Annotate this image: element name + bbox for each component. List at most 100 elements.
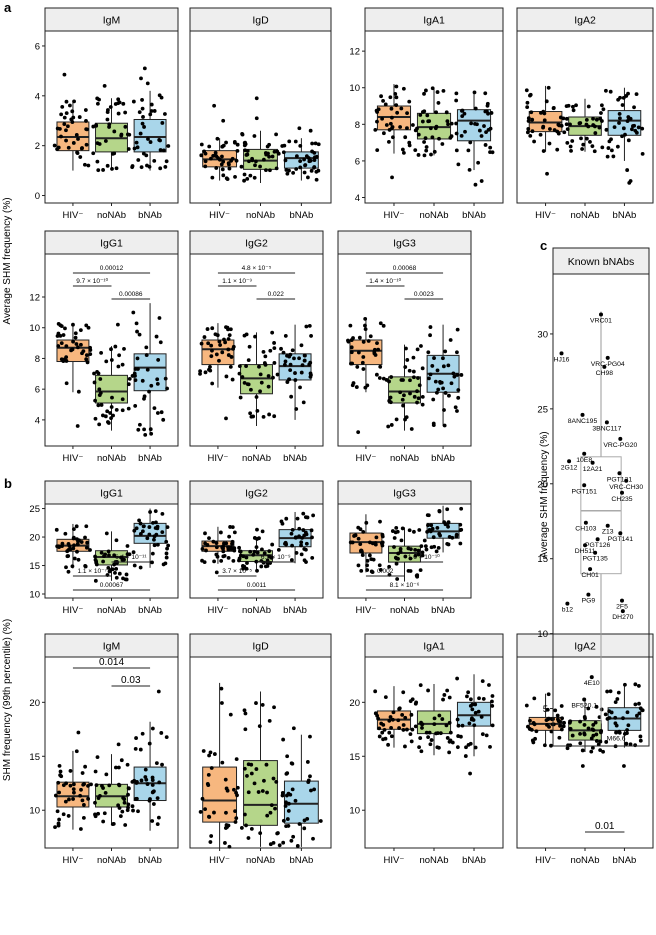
data-point (394, 103, 399, 108)
box-1 (93, 531, 132, 583)
data-point (117, 783, 122, 788)
data-point (289, 394, 294, 399)
data-point (226, 555, 231, 560)
data-point (626, 723, 631, 728)
data-point (407, 368, 412, 373)
significance-bracket: 4.8 × 10⁻⁵ (217, 265, 296, 274)
data-point (526, 116, 531, 120)
data-point (470, 707, 475, 712)
box-1 (384, 344, 425, 431)
data-point (131, 808, 135, 813)
bnab-dot (605, 523, 610, 528)
data-point (74, 342, 79, 346)
data-point (113, 344, 118, 349)
outlier-point (356, 430, 361, 435)
x-tick-label: HIV⁻ (384, 210, 405, 221)
data-point (312, 151, 317, 155)
panel-title: Known bNAbs (568, 256, 635, 268)
box-2 (422, 505, 464, 554)
data-point (407, 99, 412, 104)
data-point (55, 334, 60, 338)
data-point (432, 356, 436, 360)
data-point (402, 393, 406, 398)
data-point (284, 800, 288, 805)
data-point (96, 811, 101, 816)
data-point (106, 566, 111, 570)
data-point (429, 545, 434, 550)
y-tick-label: 15 (349, 752, 360, 763)
significance-bracket: 0.00068 (365, 265, 444, 274)
data-point (99, 550, 104, 555)
data-point (300, 363, 305, 368)
bnab-dot (582, 451, 587, 456)
data-point (442, 693, 447, 697)
data-point (381, 131, 386, 136)
x-tick-label: noNAb (242, 605, 271, 616)
p-value-label: 1.1 × 10⁻⁹ (222, 278, 252, 285)
data-point (164, 735, 169, 740)
data-point (238, 553, 243, 558)
data-point (637, 711, 642, 716)
data-point (389, 726, 394, 730)
data-point (133, 378, 138, 383)
data-point (78, 155, 83, 159)
bnab-label: HJ16 (554, 356, 570, 363)
data-point (532, 139, 536, 144)
data-point (428, 372, 433, 377)
data-point (261, 157, 266, 162)
data-point (525, 100, 530, 105)
data-point (394, 417, 399, 422)
data-point (57, 763, 62, 768)
data-point (372, 350, 377, 354)
data-point (386, 742, 390, 747)
data-point (599, 730, 603, 735)
data-point (86, 325, 91, 330)
data-point (584, 117, 589, 122)
bnab-label: CH103 (575, 526, 596, 533)
data-point (154, 334, 159, 339)
data-point (57, 817, 62, 822)
bnab-label: DH511 (575, 548, 596, 555)
data-point (488, 744, 492, 749)
data-point (361, 340, 366, 344)
data-point (141, 524, 146, 529)
p-value-label: 9.7 × 10⁻¹⁰ (76, 277, 108, 285)
data-point (446, 122, 450, 127)
data-point (248, 173, 253, 178)
data-point (582, 723, 587, 727)
data-point (112, 553, 117, 558)
data-point (290, 543, 294, 548)
data-point (269, 555, 274, 560)
data-point (388, 95, 393, 100)
data-point (254, 701, 258, 705)
box-0 (524, 692, 566, 748)
data-point (392, 536, 397, 540)
data-point (130, 164, 135, 168)
data-point (295, 844, 300, 848)
data-point (389, 734, 394, 739)
panel-strip (552, 247, 650, 275)
data-point (311, 836, 315, 841)
data-point (424, 547, 429, 552)
data-point (237, 556, 242, 561)
data-point (103, 139, 108, 143)
data-point (466, 742, 471, 747)
data-point (119, 133, 124, 138)
data-point (111, 413, 115, 418)
panel-frame (552, 273, 650, 747)
x-tick-label: bNAb (138, 605, 162, 616)
data-point (636, 125, 641, 130)
data-point (290, 348, 295, 353)
data-point (273, 806, 277, 811)
data-point (246, 790, 251, 795)
data-point (104, 772, 109, 777)
data-point (123, 124, 128, 129)
data-point (298, 385, 302, 390)
data-point (422, 538, 427, 543)
data-point (143, 767, 148, 772)
data-point (377, 376, 382, 380)
data-point (625, 728, 629, 732)
box-2 (426, 324, 464, 428)
data-point (443, 349, 448, 354)
